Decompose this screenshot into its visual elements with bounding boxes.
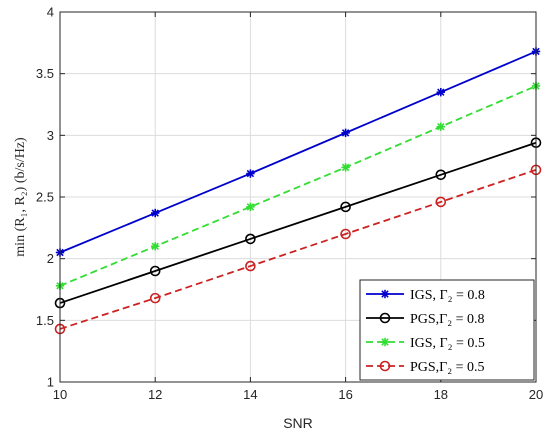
legend-item: PGS,Γ₂ = 0.8 xyxy=(366,312,485,327)
y-tick-label: 2 xyxy=(47,251,54,266)
data-point xyxy=(436,87,445,97)
legend-marker xyxy=(379,312,391,324)
legend-marker xyxy=(379,360,391,372)
ticks-group: 10 12 14 16 18 20 1 1.5 2 2.5 3 3.5 4 xyxy=(36,5,543,403)
data-point xyxy=(340,201,351,213)
series-line xyxy=(59,85,537,287)
data-point xyxy=(151,208,160,218)
x-tick-label: 16 xyxy=(338,387,352,402)
legend-item: IGS, Γ₂ = 0.8 xyxy=(366,288,485,303)
x-axis-label: SNR xyxy=(283,415,313,431)
x-tick-label: 14 xyxy=(243,387,257,402)
data-point xyxy=(151,242,160,251)
legend-label: IGS, Γ₂ = 0.5 xyxy=(410,336,485,351)
data-point xyxy=(149,265,161,277)
data-point xyxy=(246,202,255,212)
legend: IGS, Γ₂ = 0.8 PGS,Γ₂ = 0.8 IGS, Γ₂ = 0.5 PG… xyxy=(359,279,535,381)
legend-marker xyxy=(380,337,390,347)
data-point xyxy=(435,169,447,181)
x-tick-label: 10 xyxy=(53,387,67,402)
y-tick-label: 4 xyxy=(47,5,54,20)
legend-item: IGS, Γ₂ = 0.5 xyxy=(366,336,485,351)
data-point xyxy=(245,260,256,272)
y-tick-label: 1 xyxy=(47,375,54,390)
legend-label: PGS,Γ₂ = 0.8 xyxy=(410,312,485,327)
data-point xyxy=(436,122,445,131)
legend-marker xyxy=(380,289,390,299)
legend-label: IGS, Γ₂ = 0.8 xyxy=(410,288,485,303)
data-point xyxy=(341,128,350,138)
data-point xyxy=(341,163,350,172)
y-axis-label: min (R₁, R₂) (b/s/Hz) xyxy=(13,137,28,257)
x-tick-label: 20 xyxy=(529,387,543,402)
y-tick-label: 3.5 xyxy=(36,66,54,81)
y-tick-label: 2.5 xyxy=(36,190,54,205)
legend-item: PGS,Γ₂ = 0.5 xyxy=(366,360,485,375)
x-tick-label: 18 xyxy=(434,387,448,402)
series-line xyxy=(59,169,537,330)
legend-label: PGS,Γ₂ = 0.5 xyxy=(410,360,485,375)
y-tick-label: 3 xyxy=(47,128,54,143)
data-point xyxy=(245,233,256,245)
data-point xyxy=(435,196,447,208)
data-point xyxy=(149,292,161,304)
y-tick-label: 1.5 xyxy=(36,313,54,328)
data-point xyxy=(340,228,351,240)
x-tick-label: 12 xyxy=(148,387,162,402)
data-point xyxy=(246,169,255,178)
series-line xyxy=(59,50,537,254)
series-line xyxy=(59,141,537,304)
